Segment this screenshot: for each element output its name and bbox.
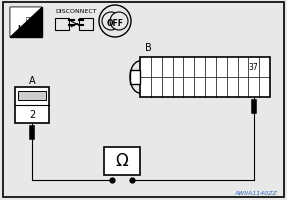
- Circle shape: [102, 13, 120, 31]
- Text: 🔧: 🔧: [26, 16, 30, 23]
- Bar: [18, 92, 46, 100]
- Bar: [79, 19, 93, 31]
- Text: A: A: [29, 76, 35, 86]
- Bar: [10, 8, 42, 38]
- Text: AWIIA1140ZZ: AWIIA1140ZZ: [234, 190, 277, 195]
- Text: B: B: [145, 43, 152, 53]
- Bar: [140, 58, 270, 98]
- Bar: [55, 19, 69, 31]
- Bar: [104, 147, 140, 175]
- Text: 2: 2: [29, 109, 35, 119]
- Bar: [130, 71, 140, 85]
- Text: DISCONNECT: DISCONNECT: [55, 9, 97, 14]
- Text: 37: 37: [249, 63, 259, 72]
- Bar: [15, 88, 49, 123]
- Text: OFF: OFF: [106, 18, 123, 27]
- Circle shape: [110, 13, 128, 31]
- Text: Ω: Ω: [116, 151, 128, 169]
- Polygon shape: [10, 8, 42, 38]
- Text: H.S.: H.S.: [17, 25, 35, 34]
